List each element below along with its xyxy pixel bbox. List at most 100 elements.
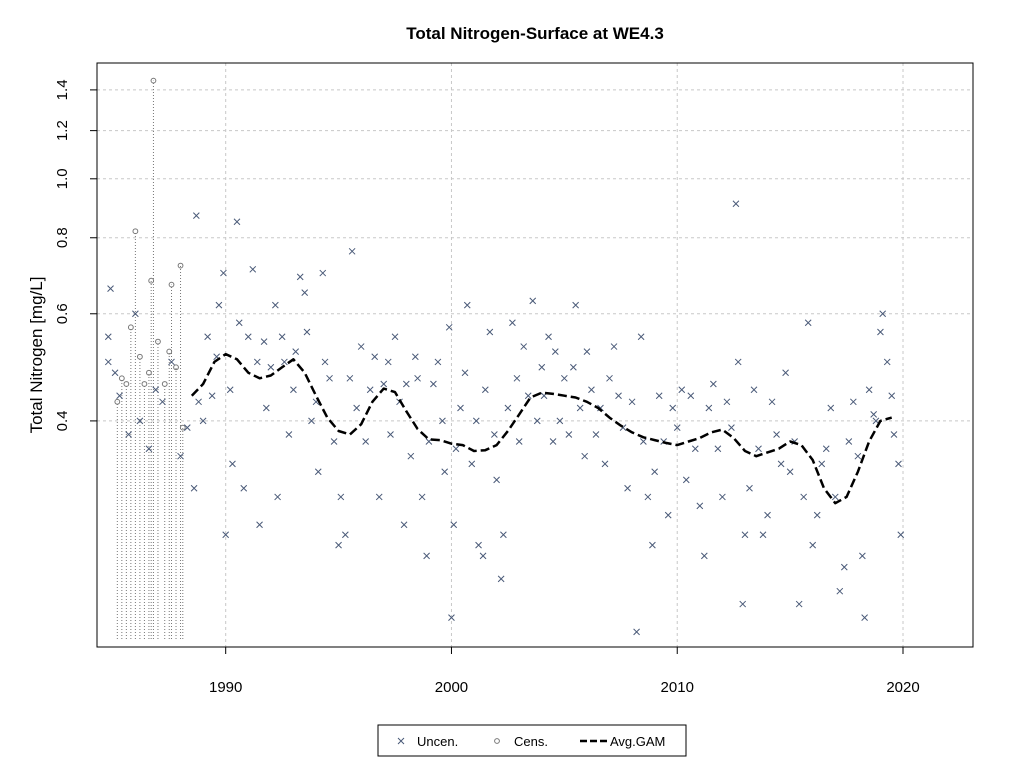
- uncensored-point: [387, 431, 394, 438]
- uncensored-point: [739, 600, 747, 608]
- uncensored-point: [463, 301, 471, 309]
- uncensored-point: [669, 404, 677, 412]
- uncensored-point: [734, 358, 742, 366]
- uncensored-point: [461, 369, 469, 377]
- x-tick-label: 2010: [661, 679, 694, 696]
- uncensored-point: [538, 363, 546, 371]
- uncensored-point: [192, 212, 200, 219]
- uncensored-point: [486, 328, 494, 336]
- uncensored-point: [335, 541, 342, 549]
- uncensored-point: [551, 348, 559, 355]
- uncensored-point: [104, 358, 112, 366]
- uncensored-point: [407, 452, 415, 460]
- uncensored-point: [719, 493, 726, 501]
- uncensored-point: [296, 273, 304, 281]
- uncensored-point: [274, 493, 281, 501]
- uncensored-point: [696, 502, 704, 510]
- uncensored-point: [253, 358, 261, 366]
- uncensored-point: [795, 600, 803, 608]
- uncensored-point: [879, 310, 887, 318]
- uncensored-point: [570, 363, 577, 371]
- uncensored-point: [533, 417, 541, 425]
- uncensored-point: [682, 476, 690, 484]
- uncensored-point: [380, 380, 388, 388]
- uncensored-point: [865, 386, 873, 394]
- uncensored-point: [491, 431, 498, 438]
- uncensored-point: [822, 445, 830, 453]
- uncensored-point: [391, 333, 399, 341]
- uncensored-point: [610, 343, 618, 350]
- uncensored-point: [673, 424, 681, 431]
- uncensored-point: [262, 404, 270, 412]
- uncensored-point: [782, 369, 789, 377]
- uncensored-point: [384, 358, 392, 366]
- uncensored-point: [472, 417, 480, 425]
- uncensored-point: [831, 493, 839, 501]
- censored-point: [132, 228, 139, 235]
- legend: Uncen. Cens. Avg.GAM: [377, 724, 687, 757]
- uncensored-point: [362, 438, 370, 445]
- legend-uncen-label: Uncen.: [417, 734, 458, 749]
- uncensored-point: [330, 438, 338, 445]
- legend-gam-label: Avg.GAM: [610, 734, 665, 749]
- uncensored-point: [292, 348, 300, 355]
- uncensored-point: [651, 468, 659, 476]
- uncensored-point: [687, 392, 695, 400]
- chart-title: Total Nitrogen-Surface at WE4.3: [406, 24, 664, 43]
- uncensored-point: [256, 521, 263, 529]
- uncensored-point: [290, 386, 297, 394]
- uncensored-point: [500, 531, 507, 539]
- uncensored-point: [450, 521, 458, 529]
- uncensored-point: [448, 614, 455, 621]
- censored-point: [141, 381, 148, 387]
- uncensored-point: [434, 358, 442, 366]
- uncensored-point: [479, 552, 487, 560]
- uncensored-point: [326, 374, 333, 382]
- uncensored-point: [640, 438, 647, 445]
- uncensored-point: [764, 511, 771, 519]
- uncensored-point: [402, 380, 410, 388]
- grid-layer: [97, 63, 973, 647]
- censored-point: [118, 375, 125, 382]
- censored-point: [177, 262, 184, 269]
- uncensored-point: [777, 460, 785, 468]
- uncensored-point: [809, 541, 817, 549]
- gam-curve: [190, 352, 893, 505]
- censored-point: [148, 277, 155, 284]
- uncensored-point: [439, 417, 446, 425]
- y-axis: 0.4 0.6 0.8 1.0 1.2 1.4: [54, 79, 98, 431]
- uncensored-point: [513, 374, 521, 382]
- uncensored-point: [755, 445, 762, 453]
- y-tick-label: 0.8: [54, 227, 71, 248]
- x-axis: 1990 2000 2010 2020: [209, 646, 920, 696]
- uncensored-point: [515, 438, 523, 445]
- uncensored-point: [107, 285, 114, 292]
- uncensored-point: [183, 424, 191, 431]
- uncensored-point: [883, 358, 891, 366]
- uncensored-point: [890, 431, 898, 438]
- uncensored-point: [524, 392, 532, 400]
- uncensored-point: [759, 531, 767, 539]
- uncensored-point: [208, 392, 216, 400]
- uncensored-point: [859, 552, 866, 560]
- legend-cens-label: Cens.: [514, 734, 548, 749]
- uncensored-point: [615, 392, 622, 400]
- uncensored-point: [800, 493, 808, 501]
- uncensored-point: [633, 628, 640, 636]
- uncensored-point: [168, 358, 175, 366]
- y-tick-label: 0.6: [54, 303, 71, 324]
- uncensored-point: [357, 343, 365, 350]
- uncensored-point: [475, 541, 482, 549]
- censored-point: [123, 381, 130, 387]
- uncensored-point: [723, 398, 731, 406]
- uncensored-point: [145, 445, 153, 453]
- uncensored-point: [870, 411, 878, 418]
- uncensored-point: [827, 404, 835, 412]
- uncensored-point: [229, 460, 236, 468]
- uncensored-point: [272, 301, 279, 309]
- legend-items: Uncen. Cens. Avg.GAM: [397, 734, 665, 749]
- uncensored-point: [204, 333, 211, 341]
- uncensored-point: [592, 431, 600, 438]
